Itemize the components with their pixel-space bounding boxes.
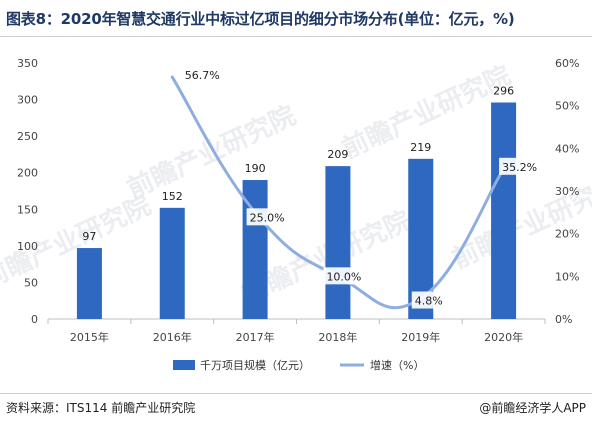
source-note: 资料来源：ITS114 前瞻产业研究院	[6, 401, 196, 415]
right-axis-tick-label: 40%	[555, 142, 579, 155]
chart-canvas: 前瞻产业研究院前瞻产业研究院前瞻产业研究院前瞻产业研究院前瞻产业研究院 0501…	[0, 57, 592, 372]
bar-value-label: 209	[327, 148, 348, 161]
legend: 千万项目规模（亿元） 增速（%）	[173, 358, 424, 372]
credit-note: @前瞻经济学人APP	[479, 401, 586, 415]
bar	[159, 207, 185, 319]
growth-line-series: 56.7% 25.0% 10.0% 4.8% 35.2%	[170, 66, 541, 310]
line-value-label: 35.2%	[502, 161, 537, 174]
line-label-bg	[323, 267, 365, 285]
left-axis-tick-label: 250	[17, 130, 38, 143]
bar-value-label: 219	[410, 141, 431, 154]
right-axis-tick-label: 60%	[555, 57, 579, 70]
bar	[325, 166, 351, 319]
left-axis-tick-label: 50	[24, 276, 38, 289]
line-label-bg	[499, 157, 541, 175]
bar-value-label: 296	[493, 84, 514, 97]
bar	[491, 102, 517, 319]
line-value-label: 4.8%	[415, 295, 443, 308]
x-axis-tick-label: 2016年	[153, 330, 192, 344]
chart-title: 图表8：2020年智慧交通行业中标过亿项目的细分市场分布(单位：亿元，%)	[6, 10, 515, 28]
x-axis-tick-label: 2017年	[236, 330, 275, 344]
right-axis-tick-label: 50%	[555, 100, 579, 113]
bar	[76, 248, 102, 319]
legend-swatch-bar	[173, 360, 195, 370]
line-label-bg	[411, 291, 446, 309]
right-axis-tick-label: 20%	[555, 228, 579, 241]
left-axis-tick-label: 100	[17, 240, 38, 253]
legend-label-line: 增速（%）	[370, 358, 424, 372]
x-axis-tick-label: 2015年	[70, 330, 109, 344]
x-axis-tick-label: 2019年	[401, 330, 440, 344]
x-axis-tick-label: 2020年	[484, 330, 523, 344]
left-axis-tick-label: 150	[17, 203, 38, 216]
bar-series: 97 152 190 209 219 296	[76, 84, 517, 319]
line-label-bg	[246, 208, 288, 226]
left-axis: 0 50 100 150 200 250 300 350	[17, 57, 38, 326]
bar-value-label: 97	[82, 230, 96, 243]
left-axis-tick-label: 350	[17, 57, 38, 70]
left-axis-tick-label: 300	[17, 94, 38, 107]
title-divider	[0, 36, 592, 37]
left-axis-tick-label: 200	[17, 167, 38, 180]
right-axis-tick-label: 0%	[555, 313, 572, 326]
line-value-label: 25.0%	[250, 211, 285, 224]
right-axis-tick-label: 10%	[555, 270, 579, 283]
line-value-label: 10.0%	[326, 270, 361, 283]
right-axis: 0% 10% 20% 30% 40% 50% 60%	[555, 57, 579, 326]
legend-label-bar: 千万项目规模（亿元）	[200, 358, 310, 372]
watermark-text: 前瞻产业研究院	[122, 100, 300, 205]
right-axis-tick-label: 30%	[555, 185, 579, 198]
left-axis-tick-label: 0	[31, 313, 38, 326]
line-value-label: 56.7%	[185, 69, 220, 82]
line-label-bg	[181, 66, 223, 84]
x-axis-tick-label: 2018年	[318, 330, 357, 344]
bar-value-label: 152	[162, 190, 183, 203]
footer-divider	[0, 393, 592, 394]
x-axis: 2015年 2016年 2017年 2018年 2019年 2020年	[47, 318, 546, 344]
bar-value-label: 190	[245, 162, 266, 175]
